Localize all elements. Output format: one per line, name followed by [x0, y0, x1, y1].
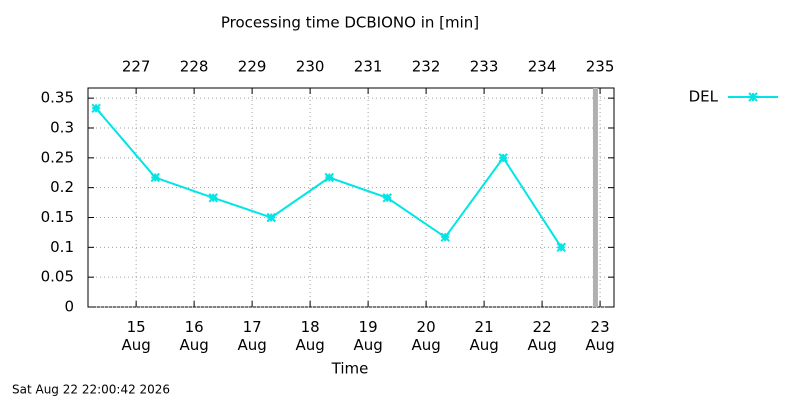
legend-label: DEL	[689, 88, 719, 106]
y-tick-label: 0.3	[50, 118, 74, 136]
legend-marker	[748, 92, 758, 102]
x-tick-label: 20 Aug	[411, 318, 440, 354]
y-tick-label: 0.1	[50, 238, 74, 256]
point	[266, 212, 276, 223]
x2-tick-label: 235	[586, 58, 615, 76]
y-tick-label: 0.25	[41, 148, 74, 166]
x-tick-label: 23 Aug	[585, 318, 614, 354]
x2-tick-label: 232	[412, 58, 441, 76]
x2-tick-label: 227	[122, 58, 151, 76]
y-tick-label: 0.05	[41, 268, 74, 286]
x2-tick-label: 234	[528, 58, 557, 76]
footer: Sat Aug 22 22:00:42 2026	[12, 383, 170, 397]
x2-tick-label: 228	[180, 58, 209, 76]
chart-title: Processing time DCBIONO in [min]	[221, 14, 479, 32]
point	[556, 242, 566, 253]
y-tick-label: 0.35	[41, 89, 74, 107]
x-tick-label: 15 Aug	[121, 318, 150, 354]
point	[382, 193, 392, 203]
x2-tick-label: 229	[238, 58, 267, 76]
y-tick-label: 0	[64, 298, 74, 316]
point	[208, 193, 218, 203]
point	[150, 172, 160, 183]
point	[498, 153, 508, 163]
plot-frame	[87, 87, 615, 308]
x-axis-label: Time	[331, 360, 369, 378]
point	[91, 103, 101, 113]
y-tick-label: 0.2	[50, 178, 74, 196]
y-tick-label: 0.15	[41, 208, 74, 226]
x-tick-label: 17 Aug	[237, 318, 266, 354]
x-tick-label: 18 Aug	[295, 318, 324, 354]
x-tick-label: 22 Aug	[527, 318, 556, 354]
x2-tick-label: 231	[354, 58, 383, 76]
x2-tick-label: 233	[470, 58, 499, 76]
x-tick-label: 21 Aug	[469, 318, 498, 354]
x-tick-label: 19 Aug	[353, 318, 382, 354]
point	[324, 172, 334, 183]
x2-tick-label: 230	[296, 58, 325, 76]
point	[440, 232, 450, 242]
x-tick-label: 16 Aug	[179, 318, 208, 354]
